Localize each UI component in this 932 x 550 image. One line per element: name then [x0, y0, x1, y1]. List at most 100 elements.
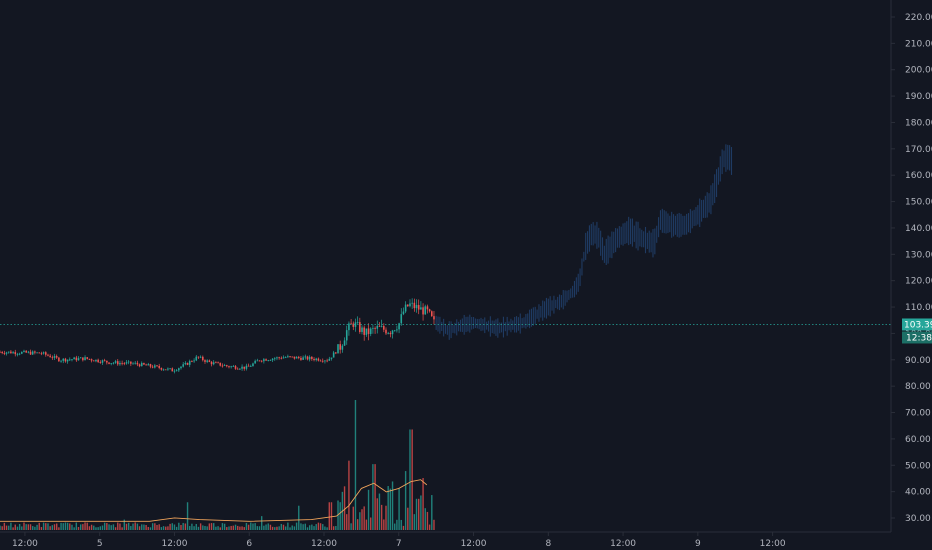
volume-bar — [93, 525, 95, 530]
volume-bar — [119, 523, 121, 530]
candle-body — [99, 362, 102, 363]
volume-bar — [269, 524, 272, 530]
volume-bar — [32, 526, 34, 530]
volume-bar — [372, 464, 374, 530]
volume-bar — [398, 488, 400, 530]
volume-bar — [313, 526, 315, 530]
price-tick-label: 130.00 — [905, 250, 932, 260]
candle-body — [367, 328, 370, 334]
candle-body — [154, 365, 156, 368]
volume-bar — [348, 460, 350, 530]
candle-body — [29, 351, 32, 355]
volume-bar — [271, 526, 274, 530]
candle-body — [110, 363, 113, 365]
volume-bar — [407, 507, 409, 530]
volume-bar — [217, 526, 219, 530]
candle-body — [5, 352, 8, 354]
volume-bar — [45, 523, 47, 530]
candle-body — [217, 362, 219, 364]
candle-body — [132, 363, 134, 365]
candle-body — [191, 361, 193, 362]
candle-body — [108, 362, 110, 364]
candle-body — [130, 361, 132, 364]
volume-bar — [426, 511, 429, 530]
volume-bar — [86, 522, 88, 530]
price-tick-label: 60.00 — [905, 435, 931, 445]
volume-bar — [53, 524, 56, 530]
candle-body — [315, 358, 318, 361]
candle-body — [226, 365, 228, 367]
volume-bar — [112, 524, 115, 530]
volume-bar — [16, 526, 19, 530]
candle-body — [204, 360, 206, 362]
candle-body — [317, 358, 320, 361]
volume-bar — [141, 524, 143, 530]
volume-bar — [300, 523, 302, 530]
volume-bar — [158, 524, 160, 530]
candle-body — [75, 357, 78, 361]
volume-bar — [40, 527, 43, 530]
current-price-badge — [902, 318, 932, 331]
volume-bar — [199, 523, 202, 530]
volume-bar — [230, 525, 232, 530]
volume-bar — [143, 524, 145, 530]
volume-bar — [213, 523, 215, 530]
candle-body — [90, 359, 93, 361]
candle-body — [269, 360, 272, 361]
volume-bar — [154, 523, 156, 530]
time-axis[interactable]: 12:00 5 12:00 6 12:00 7 12:00 8 12:00 9 12:00 — [12, 532, 786, 549]
volume-bar — [311, 524, 313, 530]
volume-bar — [219, 527, 221, 530]
volume-bar — [60, 522, 62, 530]
candle-body — [363, 327, 365, 335]
candle-body — [136, 362, 139, 365]
candle-body — [182, 364, 184, 367]
volume-bar — [332, 526, 335, 530]
candle-body — [114, 361, 117, 363]
volume-bar — [252, 523, 254, 530]
price-tick-label: 210.00 — [905, 39, 932, 49]
volume-bar — [97, 527, 99, 530]
candle-body — [208, 360, 211, 362]
volume-bar — [330, 502, 333, 530]
candle-body — [77, 358, 80, 361]
candle-body — [324, 360, 326, 362]
volume-bar — [195, 523, 197, 530]
candle-body — [374, 328, 376, 329]
candle-body — [332, 352, 335, 358]
candle-body — [417, 305, 420, 310]
candle-body — [158, 366, 160, 368]
candle-body — [212, 362, 215, 365]
volume-bar — [350, 523, 352, 530]
candle-body — [3, 352, 6, 354]
volume-bar — [428, 524, 431, 530]
candle-body — [7, 351, 10, 353]
volume-bar — [0, 525, 1, 530]
candle-body — [23, 350, 25, 352]
candle-body — [273, 358, 276, 360]
volume-bar — [193, 526, 195, 530]
volume-bar — [237, 525, 239, 530]
candle-body — [396, 329, 398, 331]
candle-body — [193, 360, 195, 362]
candle-body — [14, 352, 17, 355]
volume-bar — [317, 522, 320, 530]
volume-bar — [339, 502, 341, 530]
candle-body — [164, 369, 167, 371]
volume-bar — [380, 504, 383, 530]
volume-bar — [356, 519, 359, 530]
price-tick-label: 30.00 — [905, 514, 931, 524]
volume-bar — [110, 525, 112, 530]
volume-bar — [226, 527, 228, 530]
candle-body — [361, 327, 363, 332]
price-axis[interactable]: 30.0040.0050.0060.0070.0080.0090.00100.0… — [891, 13, 932, 524]
volume-bar — [151, 523, 154, 530]
volume-bar — [394, 523, 396, 530]
candle-body — [254, 360, 256, 364]
candle-body — [409, 303, 411, 307]
volume-bar — [293, 526, 296, 530]
candle-body — [319, 360, 322, 362]
volume-bar — [27, 524, 30, 530]
